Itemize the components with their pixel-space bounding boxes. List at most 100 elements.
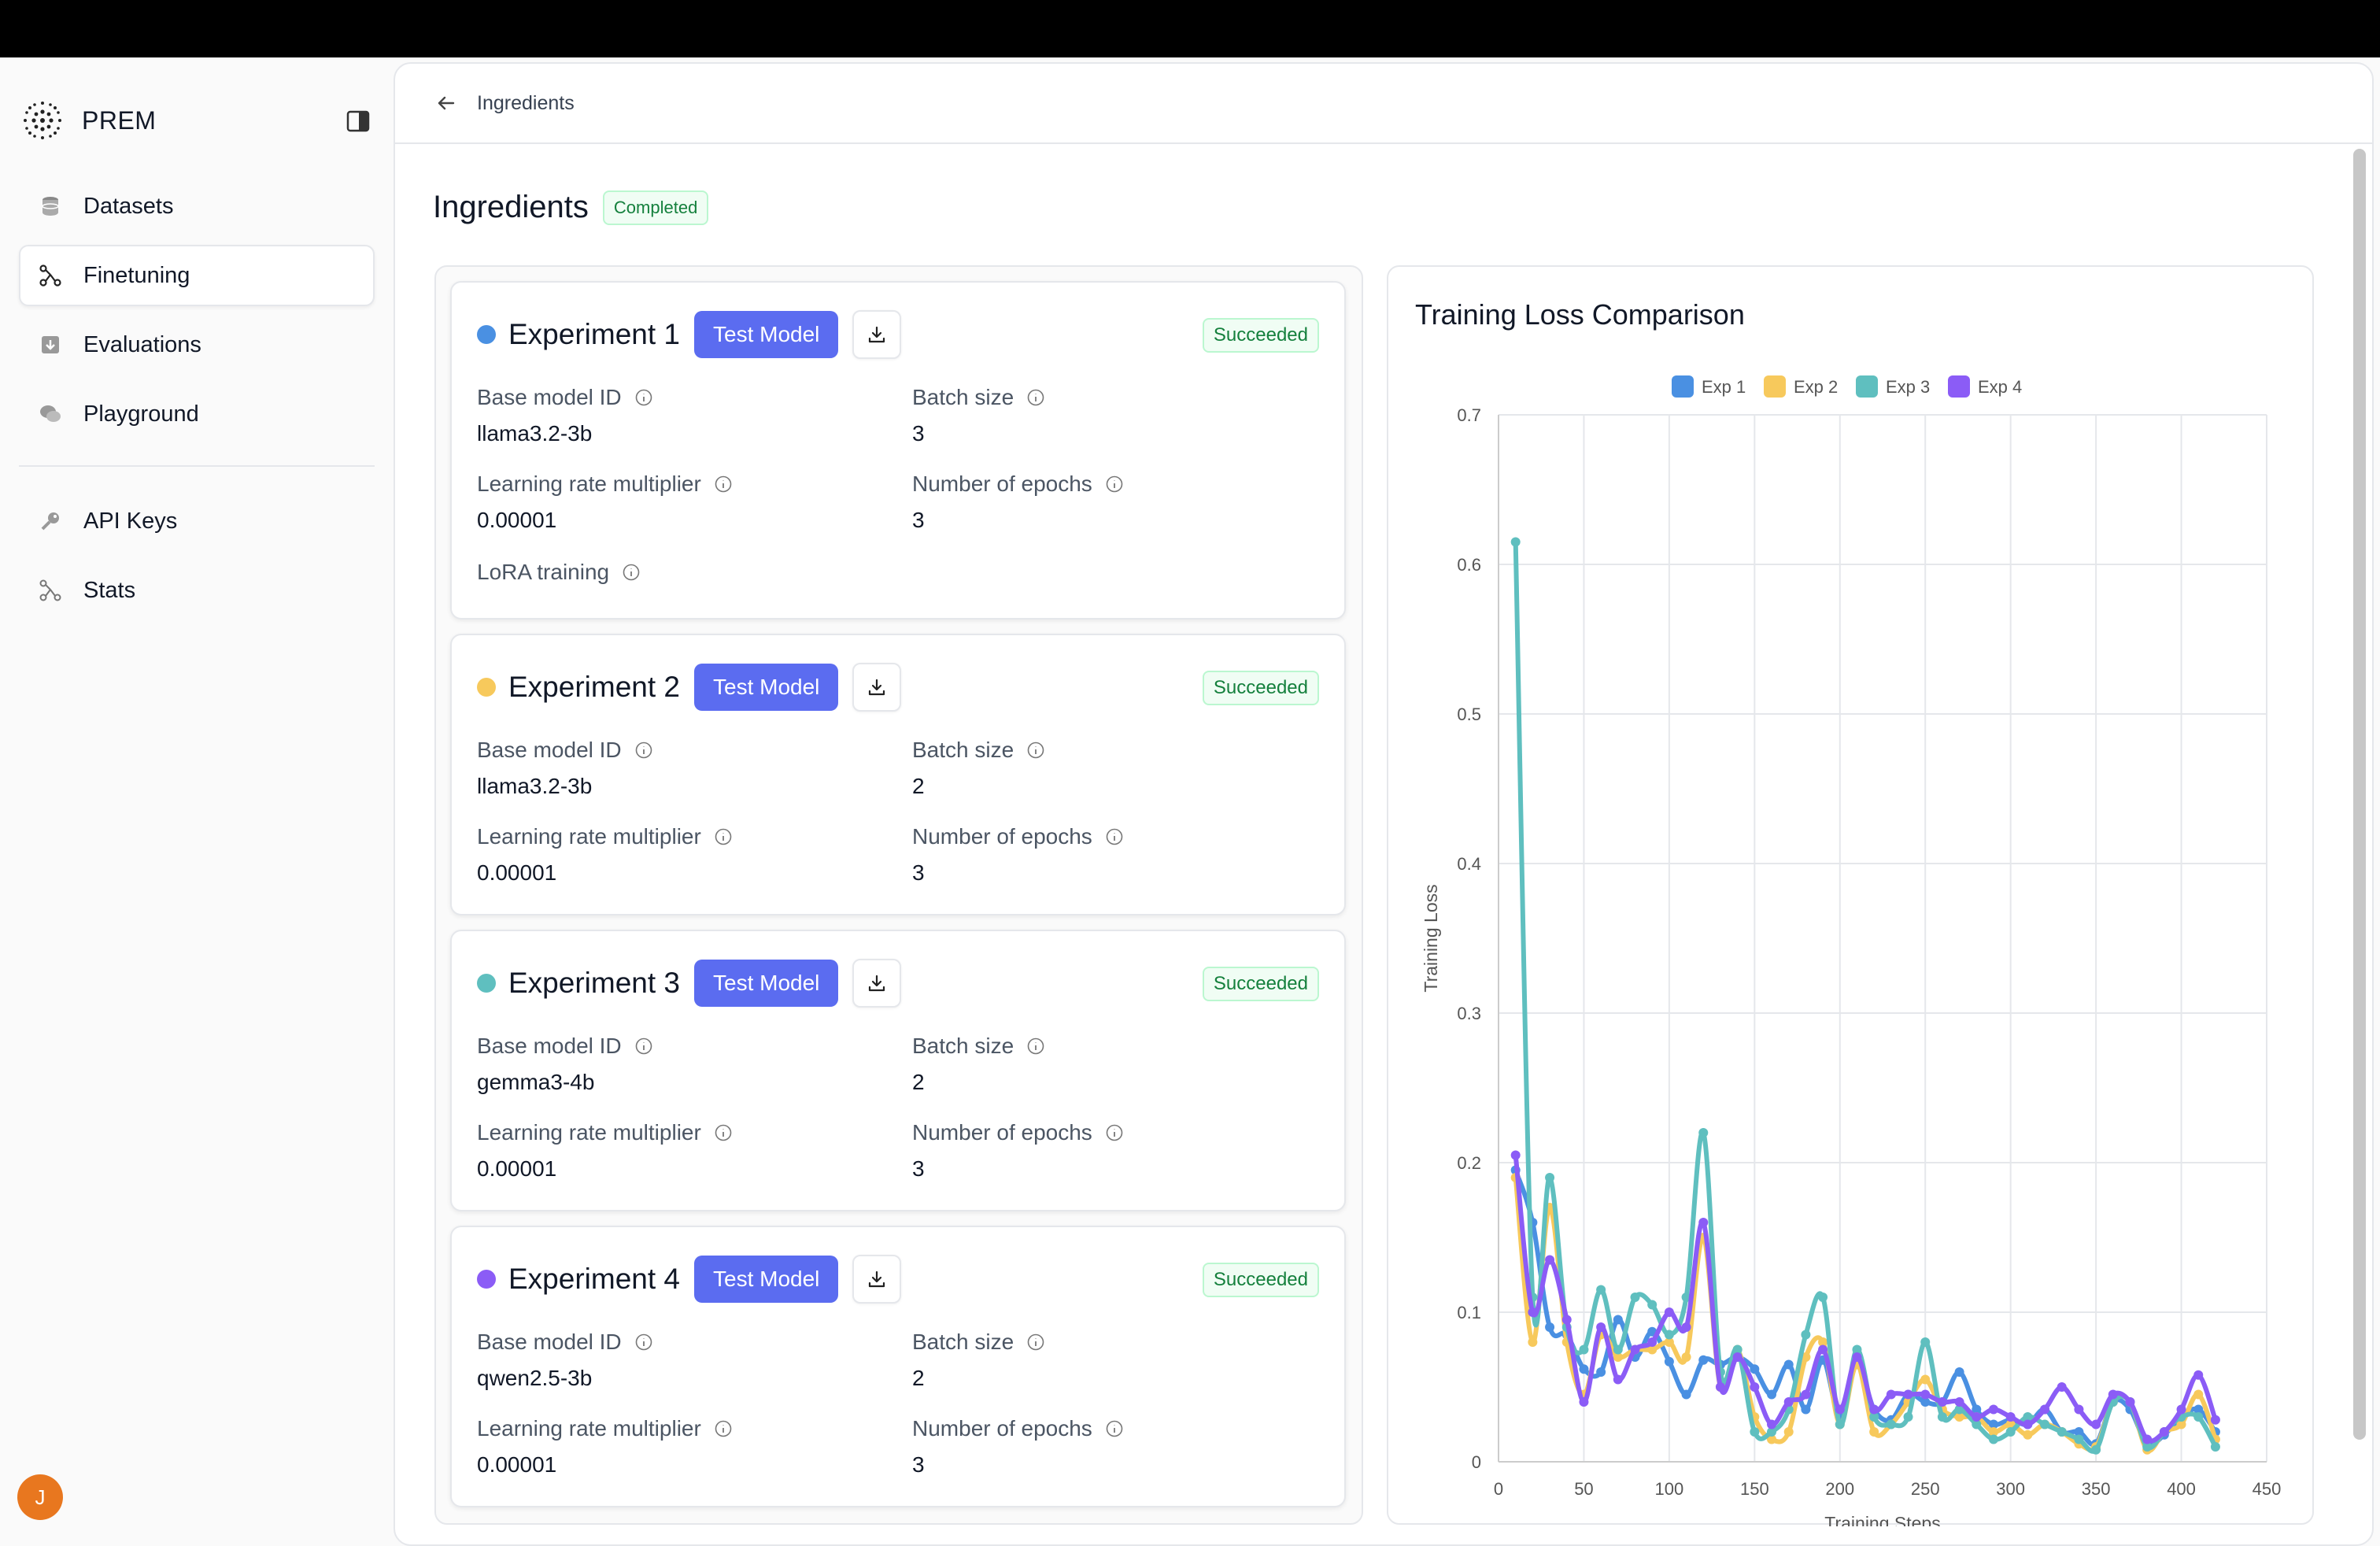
data-point <box>1783 1359 1794 1370</box>
field-label: Batch size <box>912 1330 1014 1354</box>
download-button[interactable] <box>852 663 902 712</box>
info-icon[interactable] <box>714 827 733 846</box>
data-point <box>1954 1404 1964 1415</box>
data-point <box>1783 1397 1794 1407</box>
data-point <box>2176 1404 2186 1415</box>
data-point <box>2159 1427 2169 1437</box>
experiment-title: Experiment 1 <box>508 318 680 350</box>
info-icon[interactable] <box>714 475 733 494</box>
breadcrumb-item[interactable]: Ingredients <box>477 91 575 114</box>
info-icon[interactable] <box>634 741 653 760</box>
download-button[interactable] <box>852 1255 902 1304</box>
test-model-button[interactable]: Test Model <box>694 664 839 711</box>
field-value: llama3.2-3b <box>477 774 593 798</box>
info-icon[interactable] <box>634 1333 653 1352</box>
field-label: Number of epochs <box>912 472 1092 496</box>
test-model-button[interactable]: Test Model <box>694 960 839 1007</box>
experiment-status-badge: Succeeded <box>1202 318 1319 353</box>
back-arrow-icon[interactable] <box>434 91 458 115</box>
data-point <box>1579 1364 1589 1374</box>
data-point <box>1596 1322 1606 1332</box>
info-icon[interactable] <box>1026 1037 1045 1056</box>
x-axis-label: Training Steps <box>1824 1513 1940 1526</box>
info-icon[interactable] <box>1026 1333 1045 1352</box>
field-value: 2 <box>912 774 925 798</box>
data-point <box>1767 1434 1777 1444</box>
data-point <box>1510 537 1521 547</box>
field-label: Base model ID <box>477 1034 622 1058</box>
sidebar-item-datasets[interactable]: Datasets <box>19 176 375 237</box>
sidebar-item-stats[interactable]: Stats <box>19 560 375 621</box>
info-icon[interactable] <box>1105 1419 1124 1438</box>
download-icon <box>869 975 885 992</box>
sidebar-toggle-icon[interactable] <box>345 108 371 135</box>
epochs-field: Number of epochs 3 <box>912 1416 1124 1478</box>
data-point <box>2023 1429 2033 1440</box>
info-icon[interactable] <box>714 1123 733 1142</box>
info-icon[interactable] <box>1105 827 1124 846</box>
y-tick-label: 0.5 <box>1457 705 1481 724</box>
sidebar-item-playground[interactable]: Playground <box>19 383 375 445</box>
info-icon[interactable] <box>1105 1123 1124 1142</box>
experiment-status-badge: Succeeded <box>1202 1263 1319 1297</box>
field-label: LoRA training <box>477 560 610 584</box>
test-model-button[interactable]: Test Model <box>694 311 839 358</box>
data-point <box>1937 1397 1947 1407</box>
avatar[interactable]: J <box>17 1474 63 1520</box>
x-tick-label: 400 <box>2167 1479 2196 1499</box>
data-point <box>1613 1344 1623 1355</box>
download-button[interactable] <box>852 310 902 359</box>
info-icon[interactable] <box>634 1037 653 1056</box>
data-point <box>1954 1367 1964 1377</box>
data-point <box>1664 1356 1674 1367</box>
sidebar-item-api-keys[interactable]: API Keys <box>19 490 375 552</box>
info-icon[interactable] <box>622 563 641 582</box>
data-point <box>2193 1389 2204 1400</box>
data-point <box>1630 1293 1640 1302</box>
data-point <box>2108 1389 2118 1400</box>
data-point <box>1903 1389 1913 1400</box>
field-label: Learning rate multiplier <box>477 472 701 496</box>
data-point <box>1596 1285 1606 1295</box>
sidebar-item-evaluations[interactable]: Evaluations <box>19 314 375 375</box>
data-point <box>1886 1389 1896 1400</box>
data-point <box>1920 1397 1931 1407</box>
data-point <box>1647 1300 1658 1310</box>
info-icon[interactable] <box>1026 388 1045 407</box>
info-icon[interactable] <box>714 1419 733 1438</box>
info-icon[interactable] <box>1105 475 1124 494</box>
brand[interactable]: PREM <box>19 97 156 144</box>
status-badge: Completed <box>602 190 709 225</box>
data-point <box>2210 1415 2220 1425</box>
sidebar-item-label: Evaluations <box>83 331 201 357</box>
data-point <box>1630 1344 1640 1355</box>
sidebar: PREM Datasets Finetuning <box>0 57 394 1546</box>
x-tick-label: 0 <box>1494 1479 1503 1499</box>
field-value: 3 <box>912 1156 925 1181</box>
experiment-color-dot <box>477 678 496 697</box>
info-icon[interactable] <box>634 388 653 407</box>
prem-logo-icon <box>24 102 61 139</box>
data-point <box>2142 1442 2153 1452</box>
data-point <box>1528 1337 1538 1347</box>
data-point <box>1664 1307 1674 1317</box>
chart-title: Training Loss Comparison <box>1415 298 1745 331</box>
sidebar-item-label: Datasets <box>83 193 174 219</box>
y-tick-label: 0.6 <box>1457 555 1481 575</box>
test-model-button[interactable]: Test Model <box>694 1256 839 1303</box>
y-tick-label: 0.4 <box>1457 854 1481 874</box>
x-tick-label: 100 <box>1655 1479 1684 1499</box>
y-tick-label: 0 <box>1472 1452 1481 1472</box>
scrollbar[interactable] <box>2353 149 2366 1440</box>
field-label: Number of epochs <box>912 824 1092 849</box>
data-point <box>1664 1330 1674 1340</box>
x-tick-label: 250 <box>1911 1479 1940 1499</box>
batch-size-field: Batch size 2 <box>912 738 1045 799</box>
download-button[interactable] <box>852 959 902 1008</box>
experiment-color-dot <box>477 974 496 993</box>
experiment-color-dot <box>477 325 496 344</box>
info-icon[interactable] <box>1026 741 1045 760</box>
sidebar-item-finetuning[interactable]: Finetuning <box>19 245 375 306</box>
data-point <box>1954 1412 1964 1422</box>
x-tick-label: 450 <box>2252 1479 2282 1499</box>
